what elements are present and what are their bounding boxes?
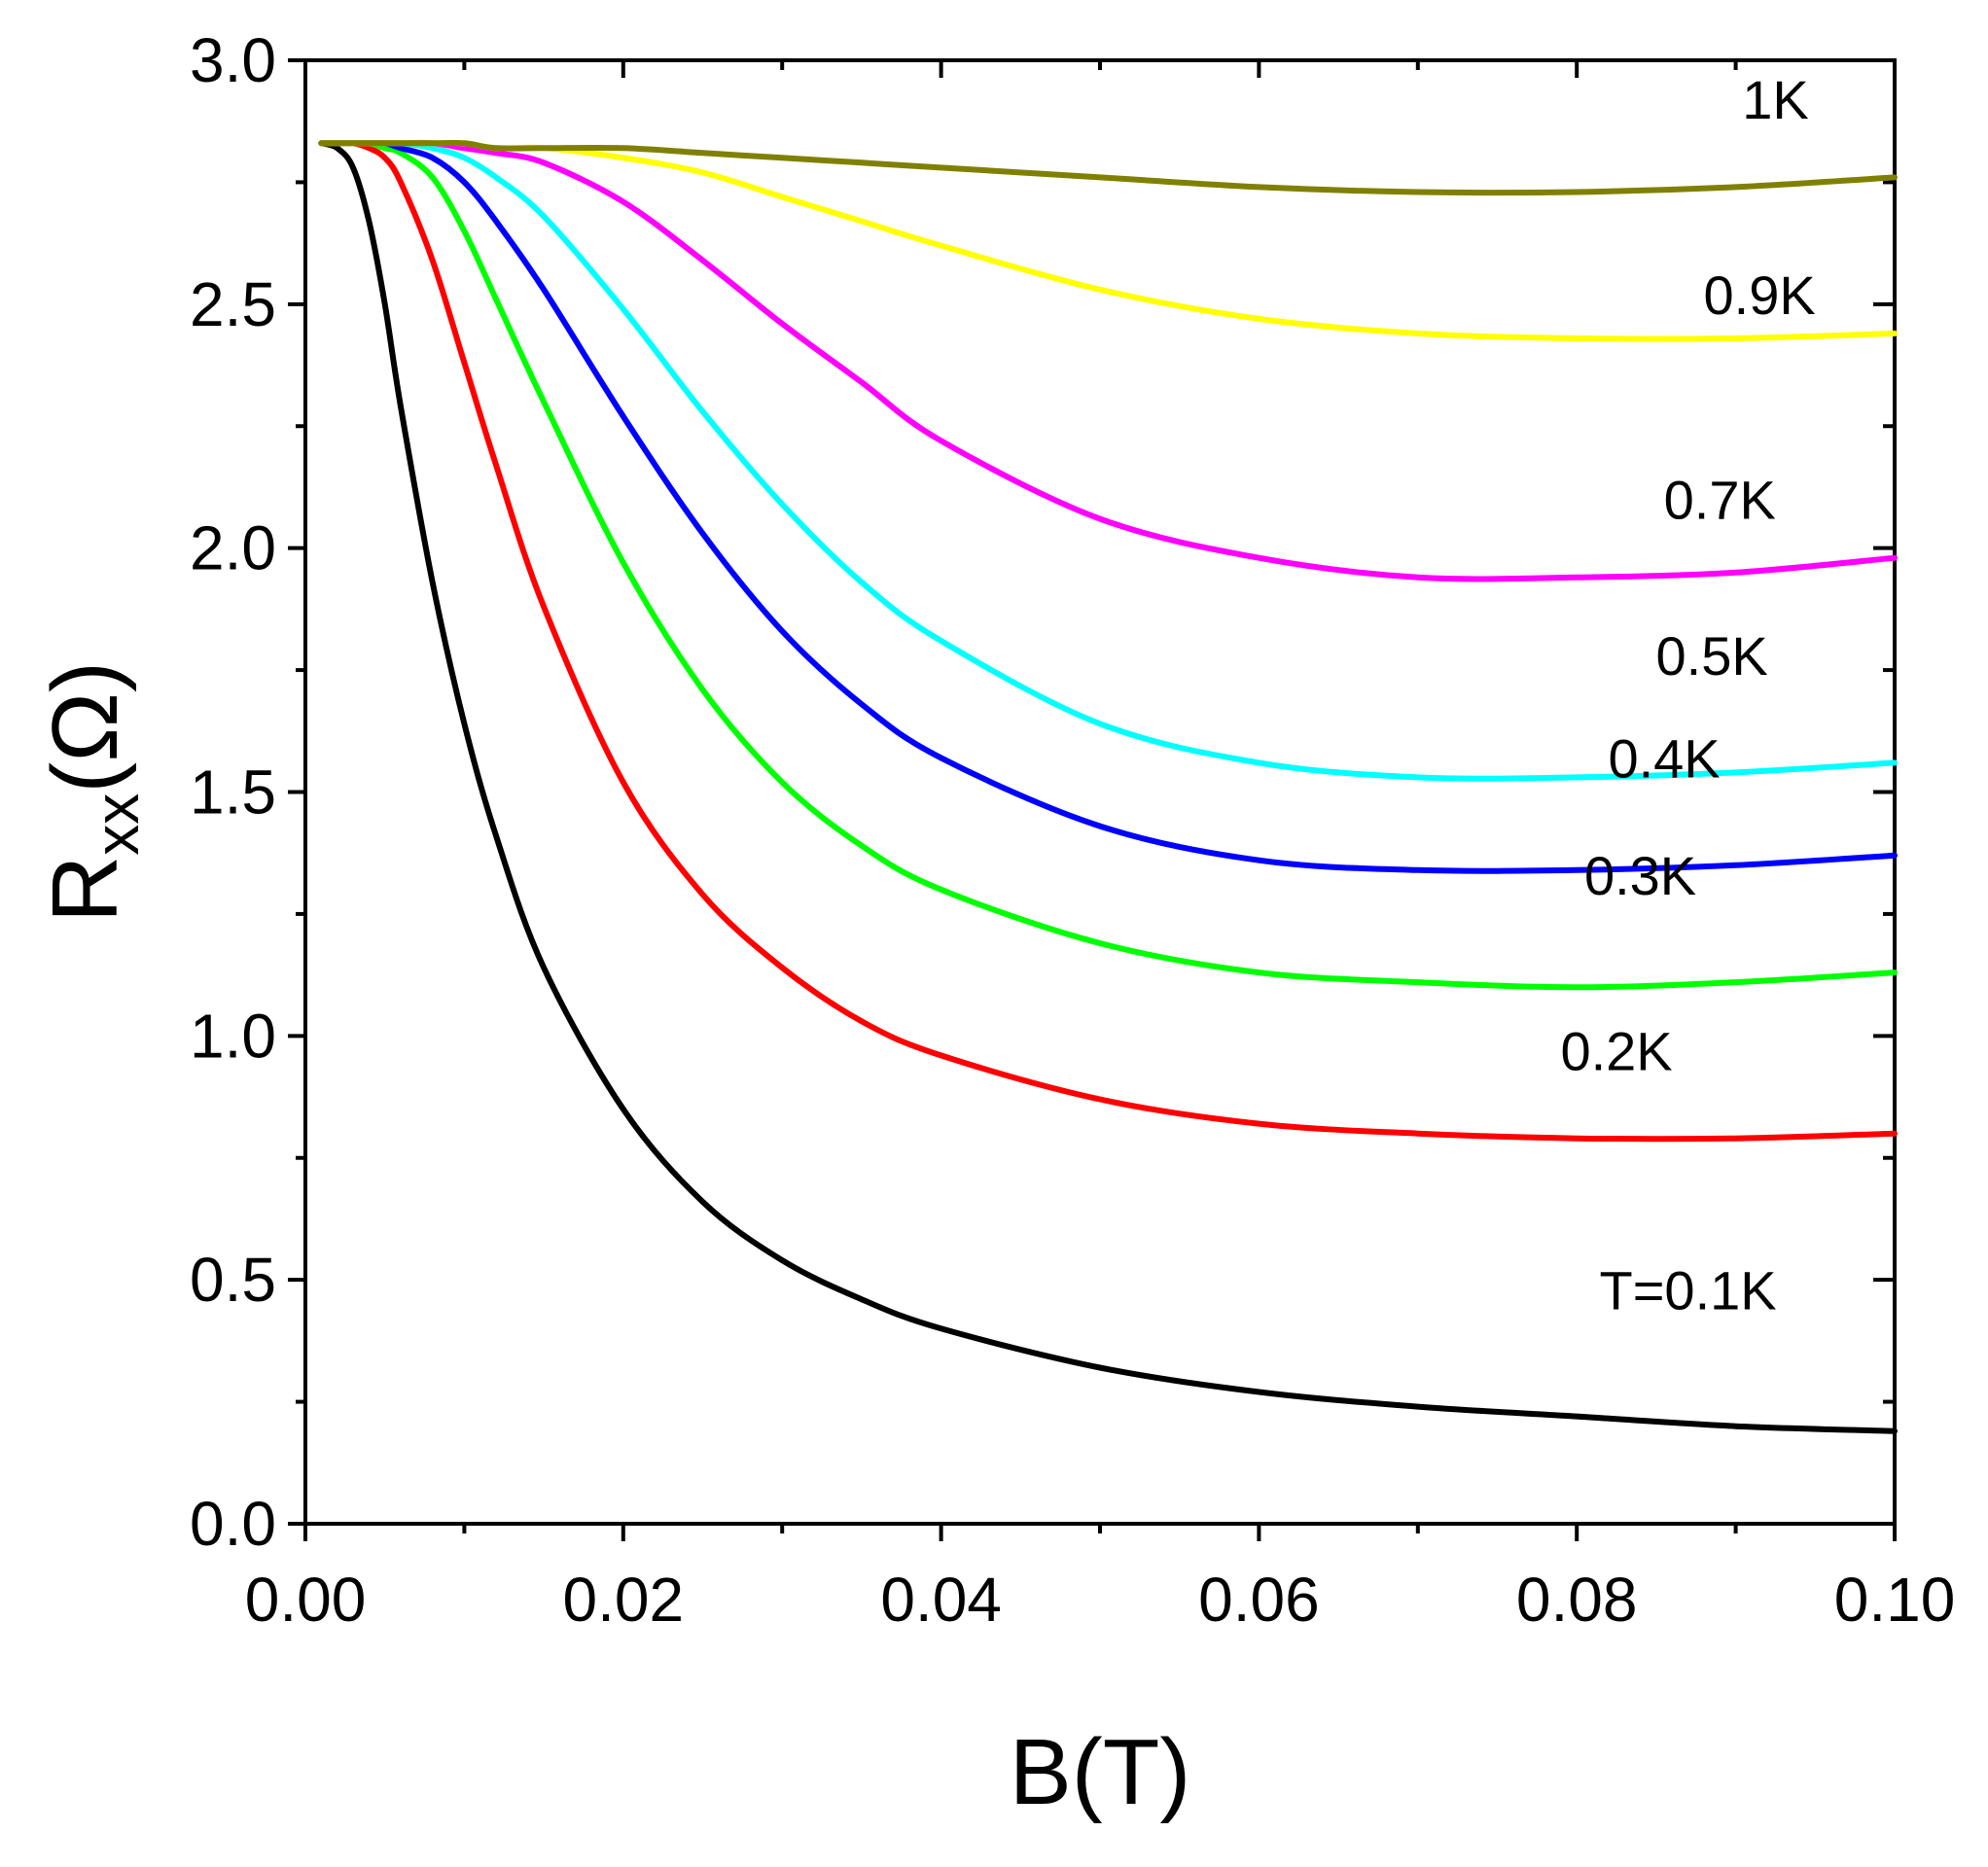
x-tick-label: 0.06	[1198, 1565, 1320, 1635]
x-axis: 0.00 0.02 0.04 0.06 0.08 0.10	[245, 60, 1956, 1635]
series-line-0-2k	[318, 139, 1898, 1143]
series-lines	[318, 139, 1898, 1434]
series-label-t-0-1k: T=0.1K	[1600, 1259, 1777, 1321]
series-line-1k	[318, 139, 1898, 196]
series-line-0-7k	[318, 139, 1898, 582]
x-tick-label: 0.08	[1516, 1565, 1638, 1635]
series-line-0-3k	[318, 139, 1898, 991]
y-tick-label: 1.0	[190, 1001, 276, 1071]
series-label-0-2k: 0.2K	[1560, 1020, 1672, 1081]
y-axis-title-unit: (Ω)	[33, 661, 137, 793]
series-label-1k: 1K	[1742, 69, 1809, 130]
x-tick-label: 0.04	[880, 1565, 1002, 1635]
series-label-0-3k: 0.3K	[1584, 845, 1696, 906]
y-axis-title-main: R	[33, 856, 137, 923]
y-tick-label: 0.5	[190, 1245, 276, 1315]
x-tick-label: 0.02	[563, 1565, 685, 1635]
y-axis-title-subscript: xx	[82, 793, 152, 856]
series-label-0-5k: 0.5K	[1655, 625, 1767, 687]
x-tick-label: 0.10	[1834, 1565, 1956, 1635]
series-label-0-4k: 0.4K	[1608, 727, 1720, 789]
x-tick-label: 0.00	[245, 1565, 367, 1635]
series-label-0-9k: 0.9K	[1704, 264, 1816, 326]
y-axis-title: Rxx(Ω)	[33, 661, 152, 923]
y-tick-label: 3.0	[190, 25, 276, 95]
y-tick-label: 1.5	[190, 757, 276, 828]
series-labels: T=0.1K 0.2K 0.3K 0.4K 0.5K 0.7K 0.9K 1K	[1560, 69, 1815, 1321]
y-tick-label: 0.0	[190, 1489, 276, 1559]
y-tick-label: 2.5	[190, 269, 276, 339]
y-tick-label: 2.0	[190, 513, 276, 583]
series-label-0-7k: 0.7K	[1664, 470, 1776, 531]
x-axis-title: B(T)	[1010, 1720, 1191, 1824]
y-axis: 0.0 0.5 1.0 1.5 2.0 2.5 3.0	[190, 25, 1895, 1559]
series-line-t-0-1k	[318, 140, 1898, 1434]
